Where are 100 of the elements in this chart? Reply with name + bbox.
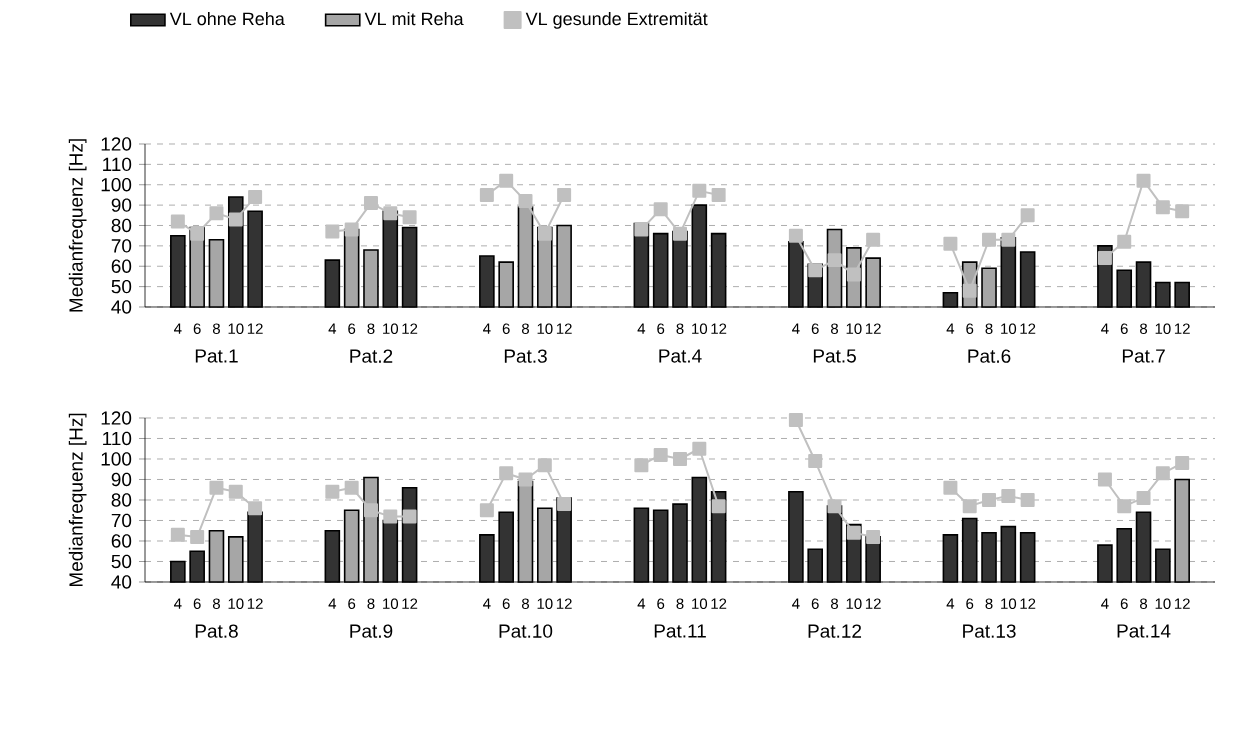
legend-label: VL ohne Reha — [169, 11, 285, 26]
y-tick-label: 40 — [111, 575, 132, 589]
x-tick-label: 12 — [556, 323, 572, 334]
x-tick-label: 8 — [367, 323, 375, 335]
text: Pat.3 — [504, 349, 547, 363]
x-tick-label: 10 — [537, 598, 553, 610]
x-tick-label: 6 — [811, 323, 819, 335]
point — [1117, 499, 1132, 514]
text: Pat.2 — [350, 349, 393, 363]
x-tick-label: 10 — [228, 598, 244, 610]
point — [170, 214, 185, 229]
x-tick-label: 10 — [537, 323, 553, 335]
text: Pat.4 — [659, 349, 702, 363]
x-tick-label: 4 — [792, 598, 800, 609]
text: Pat.6 — [968, 349, 1011, 363]
point — [1001, 232, 1016, 247]
point — [557, 187, 572, 202]
point — [1175, 456, 1190, 471]
y-axis-title: Medianfrequenz [Hz] — [68, 413, 87, 587]
point — [866, 529, 881, 544]
point — [827, 253, 842, 268]
point — [788, 228, 803, 243]
y-tick-label: 60 — [111, 259, 132, 273]
y-tick-label: 110 — [103, 431, 132, 446]
x-tick-label: 6 — [348, 598, 356, 610]
point — [982, 492, 997, 507]
x-tick-label: 10 — [1155, 598, 1171, 610]
x-tick-label: 6 — [1120, 598, 1128, 610]
point — [479, 503, 494, 518]
point — [673, 451, 688, 466]
point — [518, 194, 533, 209]
point — [1097, 251, 1112, 266]
x-tick-label: 4 — [792, 323, 800, 334]
point — [228, 484, 243, 499]
x-tick-label: 10 — [228, 323, 244, 335]
point — [692, 183, 707, 198]
y-tick-label: 80 — [111, 218, 132, 233]
x-tick-label: 10 — [1001, 323, 1017, 335]
point — [1117, 234, 1132, 249]
point — [537, 458, 552, 473]
point — [943, 480, 958, 495]
y-tick-label: 100 — [101, 178, 132, 192]
x-tick-label: 6 — [348, 323, 356, 335]
legend-label: VL gesunde Extremität — [525, 11, 708, 29]
x-tick-label: 12 — [556, 598, 572, 609]
point — [325, 224, 340, 239]
x-tick-label: 8 — [676, 598, 684, 610]
x-tick-label: 4 — [1101, 598, 1109, 609]
point — [634, 222, 649, 237]
x-tick-label: 12 — [1020, 598, 1036, 609]
x-tick-label: 12 — [402, 323, 418, 334]
point — [344, 222, 359, 237]
text: Pat.8 — [195, 624, 238, 638]
x-tick-label: 8 — [676, 323, 684, 335]
x-tick-label: 8 — [367, 598, 375, 610]
x-tick-label: 10 — [846, 598, 862, 610]
point — [1097, 472, 1112, 487]
text: Pat.7 — [1122, 349, 1165, 363]
x-tick-label: 10 — [383, 323, 399, 335]
x-tick-label: 10 — [846, 323, 862, 335]
x-tick-label: 4 — [174, 598, 182, 609]
x-tick-label: 10 — [692, 598, 708, 610]
point — [363, 503, 378, 518]
x-tick-label: 6 — [966, 598, 974, 610]
point — [248, 189, 263, 204]
point — [827, 499, 842, 514]
x-tick-label: 6 — [193, 323, 201, 335]
x-tick-label: 10 — [692, 323, 708, 335]
point — [653, 202, 668, 217]
legend-label: VL mit Reha — [364, 11, 464, 26]
x-tick-label: 8 — [985, 598, 993, 610]
y-tick-label: 110 — [103, 157, 132, 172]
point — [1175, 204, 1190, 219]
x-tick-label: 10 — [383, 598, 399, 610]
point — [383, 509, 398, 524]
y-tick-label: 60 — [111, 534, 132, 548]
point — [383, 206, 398, 221]
x-tick-label: 6 — [193, 598, 201, 610]
x-tick-label: 6 — [1120, 323, 1128, 335]
point — [846, 267, 861, 282]
point — [808, 263, 823, 278]
x-tick-label: 10 — [1001, 598, 1017, 610]
x-tick-label: 4 — [174, 323, 182, 334]
x-tick-label: 8 — [212, 598, 220, 610]
point — [479, 187, 494, 202]
point — [1155, 466, 1170, 481]
point — [653, 447, 668, 462]
point — [1155, 200, 1170, 215]
x-tick-label: 6 — [811, 598, 819, 610]
point — [1020, 208, 1035, 223]
x-tick-label: 6 — [657, 598, 665, 610]
text: Pat.1 — [195, 349, 238, 363]
x-tick-label: 12 — [711, 323, 727, 334]
y-tick-label: 100 — [101, 452, 132, 466]
y-tick-label: 90 — [111, 198, 132, 212]
text: Pat.10 — [499, 624, 553, 638]
point — [499, 466, 514, 481]
x-tick-label: 4 — [1101, 323, 1109, 334]
point — [634, 458, 649, 473]
point — [402, 509, 417, 524]
